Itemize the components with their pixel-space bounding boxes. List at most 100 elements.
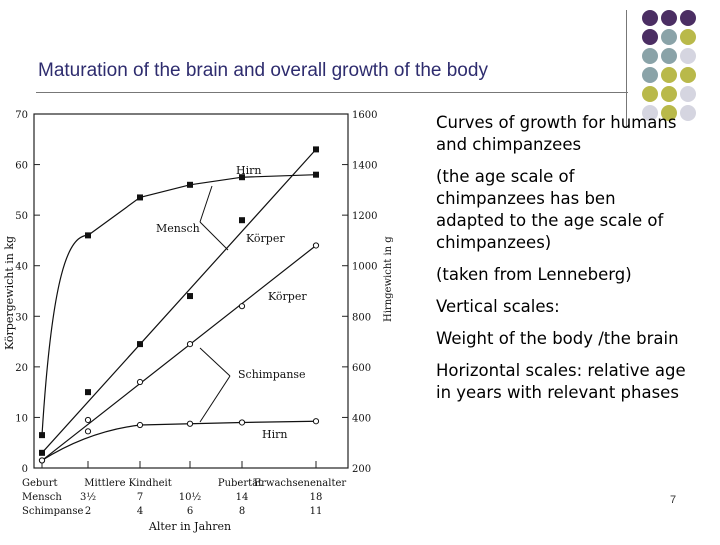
annotation-label: Hirn (236, 164, 261, 177)
x-axis-label: Alter in Jahren (148, 520, 231, 533)
slide-notes: Curves of growth for humans and chimpanz… (436, 112, 686, 414)
x-row-label: 2 (85, 506, 91, 517)
data-point (312, 418, 320, 425)
data-point (238, 419, 246, 426)
note-curves: Curves of growth for humans and chimpanz… (436, 113, 677, 154)
annotation-pointer (199, 221, 229, 251)
decor-dot (680, 10, 696, 26)
left-axis-tick-label: 0 (22, 464, 28, 475)
annotation-label: Hirn (262, 428, 287, 441)
decorative-dot-grid (640, 10, 720, 130)
note-horizontal-scales: Horizontal scales: relative age in years… (436, 361, 686, 402)
page-number: 7 (670, 494, 677, 506)
growth-chart-svg: 0 10 20 30 40 50 60 70 200 400 600 800 1000 1200 1400 1… (3, 110, 394, 533)
data-point (239, 217, 245, 224)
left-axis-tick-label: 40 (15, 262, 28, 273)
data-point (187, 181, 193, 188)
x-row-label: 7 (137, 492, 143, 503)
decor-dot (642, 105, 658, 121)
x-row-label: 8 (239, 506, 245, 517)
note-vertical-scales: Vertical scales: (436, 297, 560, 316)
decor-dot (680, 67, 696, 83)
data-point (239, 174, 245, 181)
x-row-label: 11 (310, 506, 323, 517)
data-point (187, 293, 193, 300)
data-point (186, 341, 194, 348)
x-row-label: 4 (137, 506, 143, 517)
x-row-name: Mensch (22, 492, 62, 503)
x-row-label: Erwachsenenalter (254, 478, 347, 489)
decor-dot (661, 29, 677, 45)
right-axis-tick-label: 1600 (352, 110, 377, 121)
right-axis-tick-label: 200 (352, 464, 371, 475)
title-underline (36, 92, 628, 93)
annotation-label: Körper (268, 290, 307, 303)
x-row-label: Mittlere Kindheit (84, 478, 172, 489)
series-line (41, 245, 317, 461)
decorative-vertical-rule (626, 10, 627, 128)
data-point (186, 420, 194, 427)
annotation-label: Mensch (156, 222, 200, 235)
decor-dot (642, 48, 658, 64)
x-row-label: 14 (236, 492, 249, 503)
right-axis-tick-label: 400 (352, 413, 371, 424)
growth-chart: 0 10 20 30 40 50 60 70 200 400 600 800 1000 1200 1400 1… (0, 100, 430, 545)
note-weights: Weight of the body /the brain (436, 329, 679, 348)
x-row-name: Schimpanse (22, 506, 84, 517)
slide-title: Maturation of the brain and overall grow… (38, 60, 488, 81)
x-row-label: 6 (187, 506, 193, 517)
left-axis-tick-label: 20 (15, 363, 28, 374)
right-axis-tick-label: 1000 (352, 262, 377, 273)
right-axis-tick-label: 600 (352, 363, 371, 374)
right-axis-label: Hirngewicht in g (383, 236, 394, 322)
series-line (41, 420, 317, 461)
annotation-pointer (199, 185, 213, 223)
note-source: (taken from Lenneberg) (436, 265, 632, 284)
right-axis-tick-label: 1200 (352, 211, 377, 222)
data-point (313, 171, 319, 178)
data-point (39, 432, 45, 439)
decor-dot (661, 86, 677, 102)
left-axis-tick-label: 10 (15, 413, 28, 424)
decor-dot (680, 86, 696, 102)
left-axis-tick-label: 30 (15, 312, 28, 323)
annotation-label: Schimpanse (238, 368, 306, 381)
dot-grid-svg (642, 10, 696, 121)
decor-dot (642, 29, 658, 45)
decor-dot (680, 48, 696, 64)
data-point (136, 378, 144, 386)
x-row-label: 3½ (80, 492, 96, 503)
left-axis-tick-label: 70 (15, 110, 28, 121)
annotation-pointer (199, 347, 231, 377)
data-point (39, 449, 45, 456)
decor-dot (642, 10, 658, 26)
annotation-pointer (199, 375, 231, 423)
data-point (238, 303, 246, 310)
data-point (136, 421, 144, 429)
decor-dot (661, 10, 677, 26)
data-point (85, 232, 91, 239)
plot-frame (33, 113, 349, 469)
x-row-label: Geburt (22, 478, 58, 489)
decor-dot (661, 105, 677, 121)
right-axis-tick-label: 1400 (352, 161, 377, 172)
data-point (38, 457, 46, 464)
x-row-label: 10½ (179, 492, 202, 503)
data-point (313, 146, 319, 153)
annotation-label: Körper (246, 232, 285, 245)
x-row-label: 18 (310, 492, 323, 503)
data-point (85, 389, 91, 396)
x-row-label: Pubertät (218, 478, 262, 489)
decor-dot (661, 48, 677, 64)
decor-dot (680, 29, 696, 45)
right-axis-tick-label: 800 (352, 312, 371, 323)
note-age-scale: (the age scale of chimpanzees has ben ad… (436, 167, 664, 252)
data-point (312, 242, 320, 249)
decor-dot (642, 67, 658, 83)
decor-dot (680, 105, 696, 121)
series-line (41, 148, 317, 454)
data-point (84, 428, 92, 435)
left-axis-tick-label: 50 (15, 211, 28, 222)
decor-dot (661, 67, 677, 83)
data-point (137, 194, 143, 201)
